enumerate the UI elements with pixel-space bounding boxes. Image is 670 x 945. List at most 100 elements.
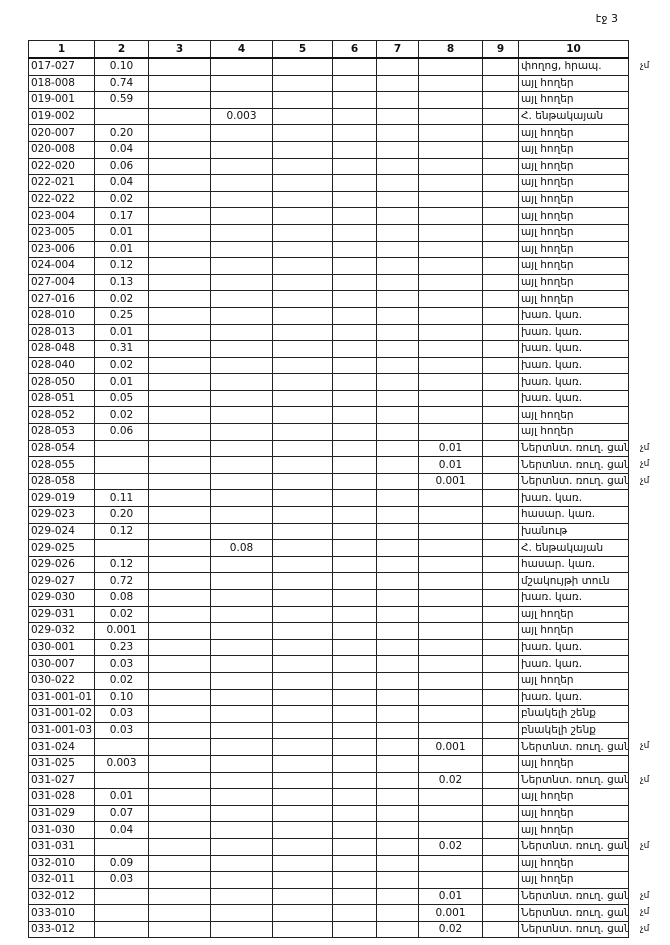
cell: 0.02 (94, 190, 149, 209)
cell (482, 406, 519, 425)
cell (332, 57, 377, 76)
cell (376, 705, 419, 723)
column-header: 5 (272, 40, 333, 59)
cell (210, 323, 273, 342)
cell: 031-028 (28, 788, 95, 806)
cell (418, 705, 483, 723)
cell (376, 655, 419, 673)
cell: 0.11 (94, 489, 149, 508)
cell: 0.04 (94, 821, 149, 839)
cell: 031-024 (28, 738, 95, 756)
cell (148, 273, 211, 292)
cell: Ներտնտ. ռուղ. ցանց (518, 904, 629, 922)
cell (482, 671, 519, 690)
cell (482, 323, 519, 342)
cell: խանութ (518, 522, 629, 541)
cell: մշակույթի տուն (518, 572, 629, 590)
cell (272, 57, 333, 76)
table-row: 029-019 0.11 խառ. կառ. (28, 489, 629, 508)
cell (376, 688, 419, 707)
cell (210, 887, 273, 906)
cell (148, 423, 211, 441)
cell (332, 290, 377, 308)
cell (376, 837, 419, 856)
cell: Ներտնտ. ռուղ. ցանց (518, 472, 629, 491)
cell (482, 223, 519, 242)
cell (376, 340, 419, 358)
cell (332, 688, 377, 707)
cell (210, 837, 273, 856)
table-row: 031-027 0.02 Ներտնտ. ռուղ. ցանց (28, 771, 629, 790)
cell (376, 871, 419, 889)
cell: 0.01 (418, 456, 483, 474)
cell (332, 671, 377, 690)
cell (376, 472, 419, 491)
cell (272, 788, 333, 806)
cell (332, 389, 377, 408)
cell (482, 506, 519, 524)
cell (272, 439, 333, 458)
table-row: 028-048 0.31 խառ. կառ. (28, 340, 629, 358)
cell (376, 854, 419, 873)
cell (210, 489, 273, 508)
cell (148, 671, 211, 690)
cell (482, 107, 519, 126)
cell: Հ. ենթակայան (518, 107, 629, 126)
page-number: էջ 3 (595, 12, 618, 25)
margin-note: չմ (640, 924, 650, 934)
cell (148, 140, 211, 159)
table-row: 019-002 0.003 Հ. ենթակայան (28, 107, 629, 126)
cell: բնակելի շենք (518, 705, 629, 723)
cell: խառ. կառ. (518, 340, 629, 358)
cell (332, 589, 377, 607)
cell (148, 57, 211, 76)
cell: փողոց, հրապ. (518, 57, 629, 76)
cell (482, 207, 519, 225)
cell (332, 157, 377, 176)
cell (376, 157, 419, 176)
cell: խառ. կառ. (518, 306, 629, 325)
cell (332, 887, 377, 906)
cell (272, 887, 333, 906)
cell: 020-008 (28, 140, 95, 159)
cell (418, 223, 483, 242)
cell (332, 489, 377, 508)
cell: 032-011 (28, 871, 95, 889)
cell (272, 638, 333, 657)
cell (210, 622, 273, 640)
cell: 0.17 (94, 207, 149, 225)
cell (418, 174, 483, 192)
cell: Ներտնտ. ռուղ. ցանց (518, 837, 629, 856)
cell (332, 738, 377, 756)
cell (148, 522, 211, 541)
margin-note: չմ (640, 459, 650, 469)
cell (210, 74, 273, 93)
cell: 029-019 (28, 489, 95, 508)
cell (418, 605, 483, 624)
cell: հասար. կառ. (518, 506, 629, 524)
cell (418, 555, 483, 574)
cell (210, 721, 273, 740)
margin-note: չմ (640, 61, 650, 71)
cell (482, 871, 519, 889)
cell (210, 124, 273, 142)
cell (272, 854, 333, 873)
cell (418, 273, 483, 292)
cell: 029-031 (28, 605, 95, 624)
cell (376, 589, 419, 607)
cell (376, 406, 419, 425)
cell: 0.02 (94, 290, 149, 308)
cell (376, 140, 419, 159)
cell (332, 506, 377, 524)
cell: խառ. կառ. (518, 373, 629, 391)
cell (272, 356, 333, 375)
cell (418, 57, 483, 76)
table-row: 030-007 0.03 խառ. կառ. (28, 655, 629, 673)
cell (148, 406, 211, 425)
cell: 0.001 (418, 738, 483, 756)
cell (376, 456, 419, 474)
cell (332, 638, 377, 657)
cell (272, 555, 333, 574)
cell (376, 373, 419, 391)
cell: 0.03 (94, 871, 149, 889)
